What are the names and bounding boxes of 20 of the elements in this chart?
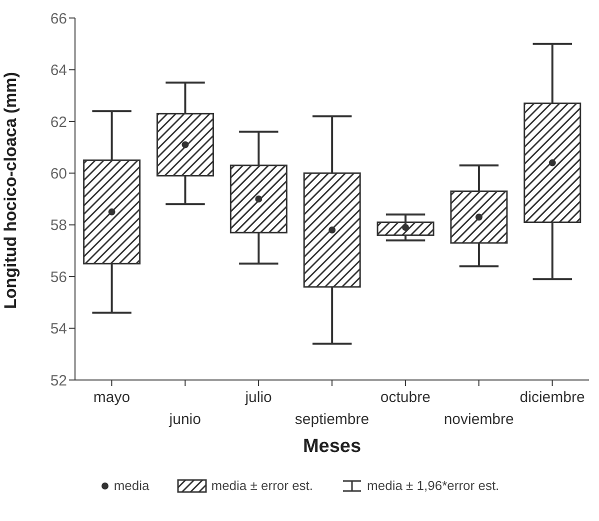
y-tick-label: 52 <box>50 372 67 390</box>
y-tick-label: 58 <box>50 217 67 234</box>
text: media ± error est. <box>211 478 314 493</box>
y-tick-label: 60 <box>50 165 67 182</box>
x-tick-label: noviembre <box>444 411 514 428</box>
x-tick-label: mayo <box>93 389 130 406</box>
y-tick-label: 62 <box>50 114 67 131</box>
x-tick-label: junio <box>168 411 201 428</box>
y-tick-label: 54 <box>50 320 67 338</box>
y-tick-label: 66 <box>50 10 67 28</box>
y-tick-label: 64 <box>50 62 67 80</box>
x-axis-title: Meses <box>302 436 362 457</box>
y-axis-title: Longitud hocico-cloaca (mm) <box>1 72 20 309</box>
x-tick-label: septiembre <box>294 411 370 428</box>
text: media ± 1,96*error est. <box>367 478 500 493</box>
text: media <box>114 478 150 493</box>
y-tick-label: 56 <box>50 268 67 286</box>
x-tick-label: octubre <box>380 389 430 406</box>
x-tick-label: diciembre <box>520 389 585 406</box>
x-tick-label: julio <box>244 389 272 406</box>
